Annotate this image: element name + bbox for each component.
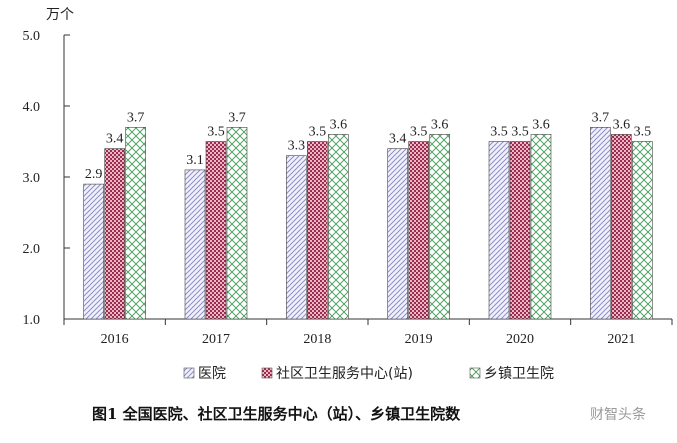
data-label: 3.5 bbox=[490, 125, 508, 140]
data-label: 3.6 bbox=[613, 117, 631, 132]
data-label: 3.6 bbox=[532, 117, 550, 132]
x-tick-label: 2020 bbox=[506, 332, 534, 347]
bar-lattice-green-2019 bbox=[429, 134, 450, 320]
legend: 医院 社区卫生服务中心(站) 乡镇卫生院 bbox=[183, 366, 554, 382]
data-label: 3.4 bbox=[106, 132, 124, 147]
bars bbox=[83, 127, 653, 320]
bar-lattice-green-2018 bbox=[328, 134, 349, 320]
bar-lattice-green-2021 bbox=[632, 141, 653, 320]
legend-label-township: 乡镇卫生院 bbox=[484, 366, 554, 382]
data-label: 3.5 bbox=[634, 125, 652, 140]
data-label: 3.7 bbox=[592, 110, 610, 125]
data-labels: 2.93.13.3 3.4 3.53.73.4 3.5 3.5 3.5 3.5 3.63.7 3… bbox=[85, 110, 651, 182]
bar-lattice-green-2016 bbox=[125, 127, 146, 320]
legend-swatch-hospital bbox=[183, 367, 195, 379]
bar-hatch-blue-2019 bbox=[387, 148, 408, 320]
bar-hatch-blue-2020 bbox=[488, 141, 510, 320]
x-tick-label: 2021 bbox=[607, 332, 635, 347]
bar-check-red-2018 bbox=[307, 141, 328, 320]
data-label: 3.7 bbox=[228, 110, 246, 125]
bar-check-red-2019 bbox=[408, 141, 429, 320]
data-label: 2.9 bbox=[85, 167, 103, 182]
x-tick-label: 2017 bbox=[202, 332, 230, 347]
y-unit-label: 万个 bbox=[46, 7, 74, 23]
data-label: 3.5 bbox=[309, 125, 327, 140]
chart-caption: 图1 全国医院、社区卫生服务中心（站）、乡镇卫生院数 bbox=[92, 405, 461, 423]
bar-hatch-blue-2017 bbox=[184, 169, 206, 320]
watermark: 财智头条 bbox=[590, 406, 646, 423]
data-label: 3.1 bbox=[186, 153, 204, 168]
bar-hatch-blue-2018 bbox=[286, 155, 307, 320]
x-tick-label: 2016 bbox=[101, 332, 129, 347]
bar-lattice-green-2020 bbox=[530, 134, 552, 320]
y-tick-label: 5.0 bbox=[23, 29, 41, 44]
data-label: 3.5 bbox=[511, 125, 529, 140]
data-label: 3.3 bbox=[288, 139, 306, 154]
legend-label-community: 社区卫生服务中心(站) bbox=[276, 366, 413, 382]
legend-swatch-community bbox=[261, 367, 273, 379]
bar-check-red-2020 bbox=[509, 141, 531, 320]
data-label: 3.7 bbox=[127, 110, 145, 125]
bar-check-red-2021 bbox=[611, 134, 632, 320]
bar-check-red-2016 bbox=[104, 148, 125, 320]
y-tick-label: 3.0 bbox=[23, 171, 41, 186]
data-label: 3.6 bbox=[431, 117, 449, 132]
legend-label-hospital: 医院 bbox=[198, 366, 226, 382]
x-tick-label: 2019 bbox=[405, 332, 433, 347]
bar-lattice-green-2017 bbox=[226, 127, 248, 320]
legend-swatch-township bbox=[469, 367, 481, 379]
data-label: 3.6 bbox=[330, 117, 348, 132]
y-tick-label: 2.0 bbox=[23, 242, 41, 257]
data-label: 3.5 bbox=[207, 125, 225, 140]
bar-check-red-2017 bbox=[205, 141, 227, 320]
data-label: 3.5 bbox=[410, 125, 428, 140]
y-tick-label: 1.0 bbox=[23, 313, 41, 328]
x-tick-label: 2018 bbox=[303, 332, 331, 347]
data-label: 3.4 bbox=[389, 132, 407, 147]
y-tick-label: 4.0 bbox=[23, 100, 41, 115]
axes: 1.0 2.0 3.0 4.0 5.0 2016 2017 2018 2019 2020 2021 bbox=[23, 29, 673, 347]
bar-hatch-blue-2021 bbox=[590, 127, 611, 320]
bar-hatch-blue-2016 bbox=[83, 183, 104, 320]
